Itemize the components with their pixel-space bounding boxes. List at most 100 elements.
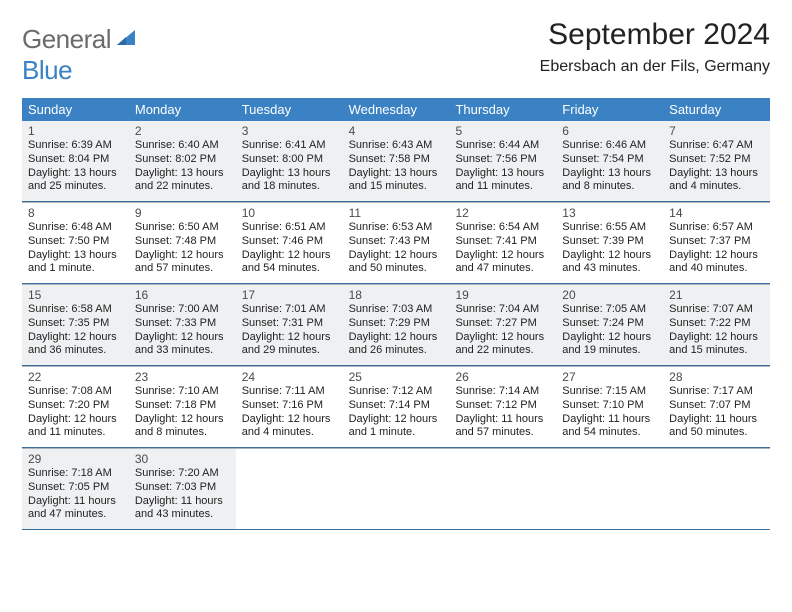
sunrise-text: Sunrise: 6:44 AM [455, 139, 550, 153]
daylight-text-2: and 22 minutes. [455, 344, 550, 358]
daylight-text-2: and 19 minutes. [562, 344, 657, 358]
calendar-day: 5Sunrise: 6:44 AMSunset: 7:56 PMDaylight… [449, 121, 556, 201]
day-number: 9 [135, 206, 230, 220]
weekday-label: Friday [556, 98, 663, 121]
day-number: 7 [669, 124, 764, 138]
sunrise-text: Sunrise: 6:58 AM [28, 303, 123, 317]
calendar-day-empty [236, 449, 343, 529]
sunset-text: Sunset: 7:31 PM [242, 317, 337, 331]
day-number: 14 [669, 206, 764, 220]
day-number: 19 [455, 288, 550, 302]
sunset-text: Sunset: 7:18 PM [135, 399, 230, 413]
day-number: 24 [242, 370, 337, 384]
calendar-day: 17Sunrise: 7:01 AMSunset: 7:31 PMDayligh… [236, 285, 343, 365]
daylight-text-1: Daylight: 13 hours [349, 167, 444, 181]
day-number: 16 [135, 288, 230, 302]
sunrise-text: Sunrise: 6:53 AM [349, 221, 444, 235]
day-number: 13 [562, 206, 657, 220]
sunrise-text: Sunrise: 7:12 AM [349, 385, 444, 399]
day-number: 3 [242, 124, 337, 138]
sunset-text: Sunset: 7:48 PM [135, 235, 230, 249]
sunrise-text: Sunrise: 7:15 AM [562, 385, 657, 399]
sunrise-text: Sunrise: 6:43 AM [349, 139, 444, 153]
day-number: 11 [349, 206, 444, 220]
daylight-text-2: and 57 minutes. [455, 426, 550, 440]
calendar-day: 12Sunrise: 6:54 AMSunset: 7:41 PMDayligh… [449, 203, 556, 283]
sunrise-text: Sunrise: 6:39 AM [28, 139, 123, 153]
daylight-text-1: Daylight: 11 hours [669, 413, 764, 427]
sunrise-text: Sunrise: 7:18 AM [28, 467, 123, 481]
sunset-text: Sunset: 7:29 PM [349, 317, 444, 331]
day-number: 8 [28, 206, 123, 220]
weekday-label: Saturday [663, 98, 770, 121]
month-title: September 2024 [540, 18, 770, 52]
sunrise-text: Sunrise: 7:10 AM [135, 385, 230, 399]
daylight-text-1: Daylight: 12 hours [562, 249, 657, 263]
logo-sail-icon [117, 35, 137, 52]
daylight-text-1: Daylight: 12 hours [349, 413, 444, 427]
daylight-text-2: and 22 minutes. [135, 180, 230, 194]
calendar-grid: 1Sunrise: 6:39 AMSunset: 8:04 PMDaylight… [22, 121, 770, 530]
sunrise-text: Sunrise: 6:54 AM [455, 221, 550, 235]
sunrise-text: Sunrise: 7:03 AM [349, 303, 444, 317]
daylight-text-2: and 4 minutes. [669, 180, 764, 194]
header: General Blue September 2024 Ebersbach an… [22, 18, 770, 86]
daylight-text-2: and 40 minutes. [669, 262, 764, 276]
calendar-day: 6Sunrise: 6:46 AMSunset: 7:54 PMDaylight… [556, 121, 663, 201]
location: Ebersbach an der Fils, Germany [540, 58, 770, 76]
calendar-day: 1Sunrise: 6:39 AMSunset: 8:04 PMDaylight… [22, 121, 129, 201]
daylight-text-1: Daylight: 12 hours [28, 413, 123, 427]
weekday-label: Wednesday [343, 98, 450, 121]
logo: General Blue [22, 18, 137, 86]
daylight-text-1: Daylight: 11 hours [28, 495, 123, 509]
sunrise-text: Sunrise: 7:14 AM [455, 385, 550, 399]
sunset-text: Sunset: 7:07 PM [669, 399, 764, 413]
title-block: September 2024 Ebersbach an der Fils, Ge… [540, 18, 770, 76]
daylight-text-2: and 11 minutes. [28, 426, 123, 440]
calendar-day: 19Sunrise: 7:04 AMSunset: 7:27 PMDayligh… [449, 285, 556, 365]
sunset-text: Sunset: 7:24 PM [562, 317, 657, 331]
daylight-text-2: and 50 minutes. [669, 426, 764, 440]
daylight-text-1: Daylight: 13 hours [455, 167, 550, 181]
sunrise-text: Sunrise: 6:48 AM [28, 221, 123, 235]
daylight-text-1: Daylight: 12 hours [242, 413, 337, 427]
daylight-text-1: Daylight: 13 hours [242, 167, 337, 181]
daylight-text-2: and 15 minutes. [669, 344, 764, 358]
sunrise-text: Sunrise: 6:40 AM [135, 139, 230, 153]
daylight-text-2: and 33 minutes. [135, 344, 230, 358]
calendar-day: 4Sunrise: 6:43 AMSunset: 7:58 PMDaylight… [343, 121, 450, 201]
calendar-day: 27Sunrise: 7:15 AMSunset: 7:10 PMDayligh… [556, 367, 663, 447]
sunrise-text: Sunrise: 6:46 AM [562, 139, 657, 153]
calendar-day: 13Sunrise: 6:55 AMSunset: 7:39 PMDayligh… [556, 203, 663, 283]
sunrise-text: Sunrise: 7:07 AM [669, 303, 764, 317]
daylight-text-2: and 47 minutes. [28, 508, 123, 522]
daylight-text-1: Daylight: 12 hours [669, 249, 764, 263]
calendar-day: 14Sunrise: 6:57 AMSunset: 7:37 PMDayligh… [663, 203, 770, 283]
calendar-day: 22Sunrise: 7:08 AMSunset: 7:20 PMDayligh… [22, 367, 129, 447]
daylight-text-1: Daylight: 12 hours [562, 331, 657, 345]
sunset-text: Sunset: 8:04 PM [28, 153, 123, 167]
logo-word-blue: Blue [22, 55, 72, 85]
day-number: 20 [562, 288, 657, 302]
calendar-day: 24Sunrise: 7:11 AMSunset: 7:16 PMDayligh… [236, 367, 343, 447]
sunset-text: Sunset: 7:56 PM [455, 153, 550, 167]
daylight-text-1: Daylight: 11 hours [562, 413, 657, 427]
daylight-text-2: and 54 minutes. [242, 262, 337, 276]
daylight-text-2: and 8 minutes. [135, 426, 230, 440]
sunset-text: Sunset: 7:43 PM [349, 235, 444, 249]
daylight-text-2: and 11 minutes. [455, 180, 550, 194]
sunset-text: Sunset: 7:10 PM [562, 399, 657, 413]
sunset-text: Sunset: 7:05 PM [28, 481, 123, 495]
calendar-day: 25Sunrise: 7:12 AMSunset: 7:14 PMDayligh… [343, 367, 450, 447]
daylight-text-1: Daylight: 13 hours [28, 249, 123, 263]
sunset-text: Sunset: 7:37 PM [669, 235, 764, 249]
sunrise-text: Sunrise: 7:04 AM [455, 303, 550, 317]
calendar-day: 8Sunrise: 6:48 AMSunset: 7:50 PMDaylight… [22, 203, 129, 283]
daylight-text-1: Daylight: 11 hours [135, 495, 230, 509]
calendar-day: 20Sunrise: 7:05 AMSunset: 7:24 PMDayligh… [556, 285, 663, 365]
daylight-text-1: Daylight: 12 hours [349, 249, 444, 263]
calendar-week: 15Sunrise: 6:58 AMSunset: 7:35 PMDayligh… [22, 284, 770, 366]
calendar-page: General Blue September 2024 Ebersbach an… [0, 0, 792, 612]
sunset-text: Sunset: 7:58 PM [349, 153, 444, 167]
daylight-text-2: and 50 minutes. [349, 262, 444, 276]
